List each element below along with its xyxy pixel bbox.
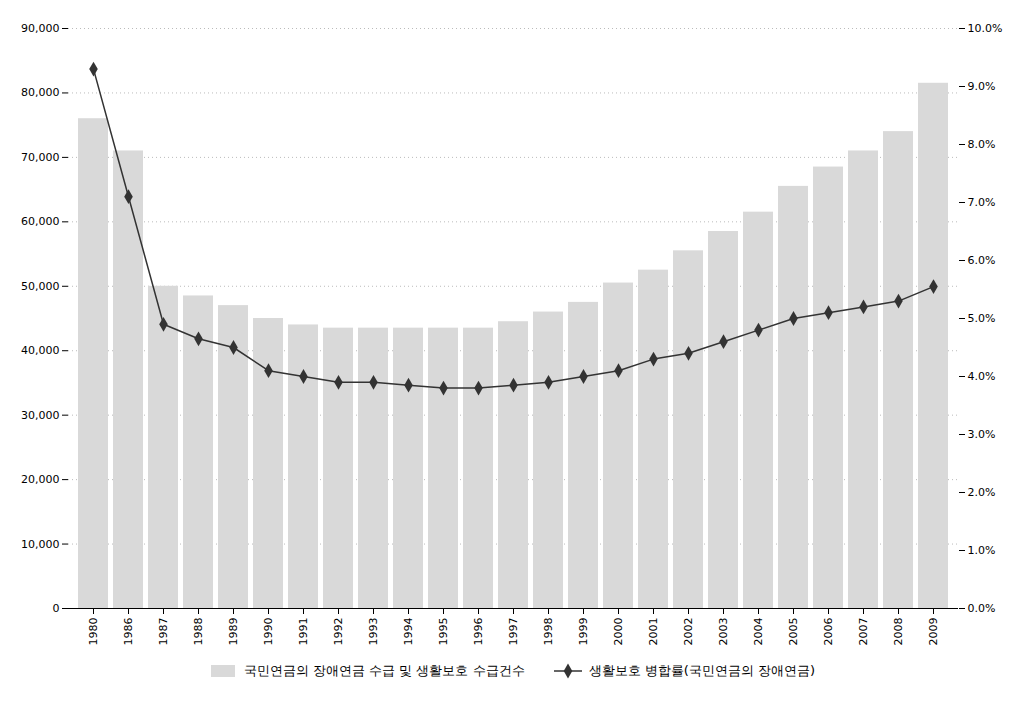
svg-text:40,000: 40,000 bbox=[21, 344, 60, 357]
svg-text:1997: 1997 bbox=[507, 618, 520, 646]
svg-text:2.0%: 2.0% bbox=[968, 486, 996, 499]
svg-text:0.0%: 0.0% bbox=[968, 602, 996, 615]
svg-text:2008: 2008 bbox=[892, 618, 905, 646]
svg-text:1986: 1986 bbox=[122, 618, 135, 646]
svg-text:1993: 1993 bbox=[367, 618, 380, 646]
svg-text:2001: 2001 bbox=[647, 618, 660, 646]
svg-text:1989: 1989 bbox=[227, 618, 240, 646]
svg-text:1.0%: 1.0% bbox=[968, 544, 996, 557]
svg-text:80,000: 80,000 bbox=[21, 86, 60, 99]
svg-text:2004: 2004 bbox=[752, 618, 765, 646]
html-text:생활보호 병합률(국민연금의 장애연금): 생활보호 병합률(국민연금의 장애연금) bbox=[588, 663, 815, 678]
svg-text:2005: 2005 bbox=[787, 618, 800, 646]
svg-text:1987: 1987 bbox=[157, 618, 170, 646]
html-text:국민연금의 장애연금 수급 및 생활보호 수급건수: 국민연금의 장애연금 수급 및 생활보호 수급건수 bbox=[244, 663, 525, 678]
svg-text:1994: 1994 bbox=[402, 618, 415, 646]
svg-text:2002: 2002 bbox=[682, 618, 695, 646]
svg-text:2006: 2006 bbox=[822, 618, 835, 646]
svg-text:20,000: 20,000 bbox=[21, 473, 60, 486]
svg-text:30,000: 30,000 bbox=[21, 409, 60, 422]
svg-text:9.0%: 9.0% bbox=[968, 80, 996, 93]
svg-text:1980: 1980 bbox=[87, 618, 100, 646]
svg-text:5.0%: 5.0% bbox=[968, 312, 996, 325]
svg-text:2003: 2003 bbox=[717, 618, 730, 646]
svg-text:1998: 1998 bbox=[542, 618, 555, 646]
svg-text:1988: 1988 bbox=[192, 618, 205, 646]
svg-text:10.0%: 10.0% bbox=[968, 22, 1003, 35]
svg-text:0: 0 bbox=[53, 602, 60, 615]
svg-text:70,000: 70,000 bbox=[21, 151, 60, 164]
svg-text:1992: 1992 bbox=[332, 618, 345, 646]
svg-text:90,000: 90,000 bbox=[21, 22, 60, 35]
svg-text:4.0%: 4.0% bbox=[968, 370, 996, 383]
svg-text:1995: 1995 bbox=[437, 618, 450, 646]
svg-text:1996: 1996 bbox=[472, 618, 485, 646]
svg-text:2000: 2000 bbox=[612, 618, 625, 646]
svg-text:6.0%: 6.0% bbox=[968, 254, 996, 267]
svg-text:1999: 1999 bbox=[577, 618, 590, 646]
svg-text:2009: 2009 bbox=[927, 618, 940, 646]
svg-text:7.0%: 7.0% bbox=[968, 196, 996, 209]
svg-text:8.0%: 8.0% bbox=[968, 138, 996, 151]
svg-text:60,000: 60,000 bbox=[21, 215, 60, 228]
svg-text:10,000: 10,000 bbox=[21, 538, 60, 551]
svg-text:1991: 1991 bbox=[297, 618, 310, 646]
svg-text:50,000: 50,000 bbox=[21, 280, 60, 293]
svg-text:1990: 1990 bbox=[262, 618, 275, 646]
svg-text:2007: 2007 bbox=[857, 618, 870, 646]
svg-text:3.0%: 3.0% bbox=[968, 428, 996, 441]
